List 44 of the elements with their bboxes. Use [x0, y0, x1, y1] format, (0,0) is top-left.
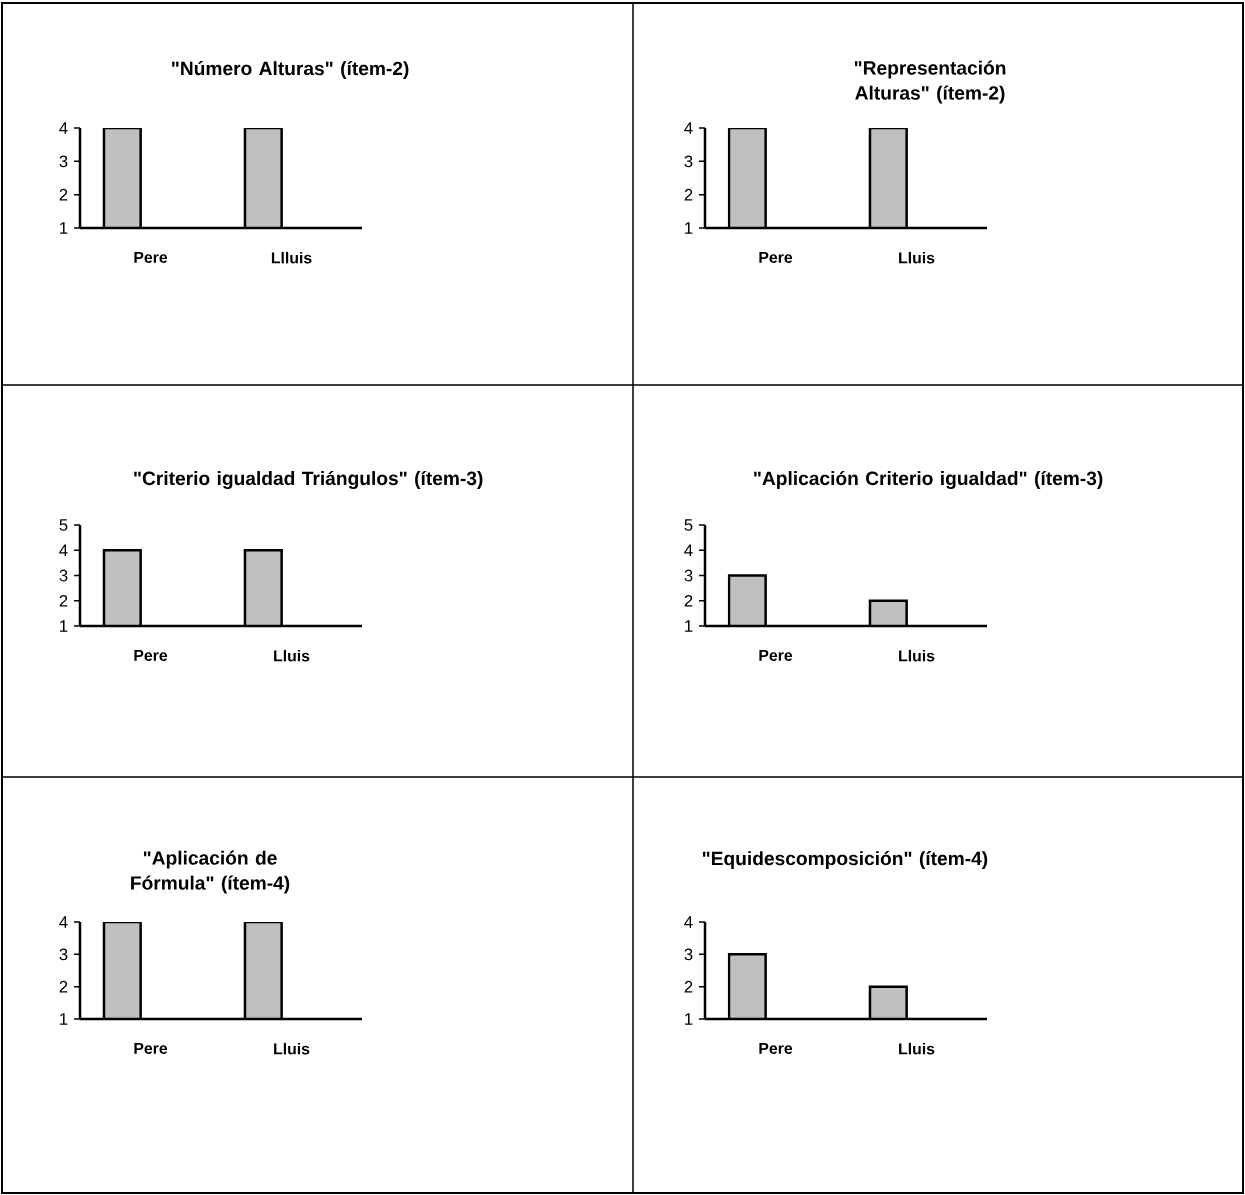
y-tick-label: 2	[59, 188, 68, 201]
y-tick-label: 1	[60, 222, 68, 234]
y-tick-label: 4	[684, 544, 693, 556]
y-tick-label: 2	[684, 188, 693, 201]
chart-title: "Número Alturas" (ítem-2)	[172, 60, 409, 80]
y-tick-label: 5	[684, 519, 693, 531]
chart-title: "Aplicación de Fórmula" (ítem-4)	[131, 850, 290, 894]
chart-title: "Criterio igualdad Triángulos" (ítem-3)	[134, 470, 483, 489]
y-tick-label: 4	[684, 916, 693, 928]
y-tick-label: 1	[685, 620, 693, 632]
y-tick-label: 2	[684, 980, 693, 993]
y-tick-label: 3	[684, 948, 693, 961]
x-tick-label: Pere	[759, 649, 793, 661]
chart-title: "Representación Alturas" (ítem-2)	[854, 60, 1006, 104]
x-tick-label: Pere	[134, 1042, 168, 1054]
x-tick-label: Lluis	[899, 1042, 935, 1055]
x-tick-label: Pere	[759, 251, 793, 263]
y-tick-label: 3	[59, 569, 68, 582]
x-tick-label: Lluis	[899, 251, 935, 264]
chart-title: "Aplicación Criterio igualdad" (ítem-3)	[754, 470, 1103, 489]
y-tick-label: 4	[59, 544, 68, 556]
y-tick-label: 1	[60, 1013, 68, 1025]
x-tick-label: Pere	[134, 251, 168, 263]
x-tick-label: Lluis	[274, 1042, 310, 1055]
y-tick-label: 2	[59, 980, 68, 993]
y-tick-label: 1	[60, 620, 68, 632]
y-tick-label: 3	[684, 155, 693, 168]
y-tick-label: 5	[59, 519, 68, 531]
y-tick-label: 2	[59, 594, 68, 607]
y-tick-label: 4	[59, 122, 68, 134]
x-tick-label: Pere	[759, 1042, 793, 1054]
y-tick-label: 2	[684, 594, 693, 607]
chart-title: "Equidescomposición" (ítem-4)	[702, 850, 988, 870]
x-tick-label: Lluis	[274, 649, 310, 662]
y-tick-label: 4	[684, 122, 693, 134]
y-tick-label: 3	[59, 948, 68, 961]
y-tick-label: 1	[685, 222, 693, 234]
y-tick-label: 3	[59, 155, 68, 168]
x-tick-label: Llluis	[271, 251, 312, 264]
y-tick-label: 4	[59, 916, 68, 928]
x-tick-label: Pere	[134, 649, 168, 661]
y-tick-label: 3	[684, 569, 693, 582]
y-tick-label: 1	[685, 1013, 693, 1025]
x-tick-label: Lluis	[899, 649, 935, 662]
